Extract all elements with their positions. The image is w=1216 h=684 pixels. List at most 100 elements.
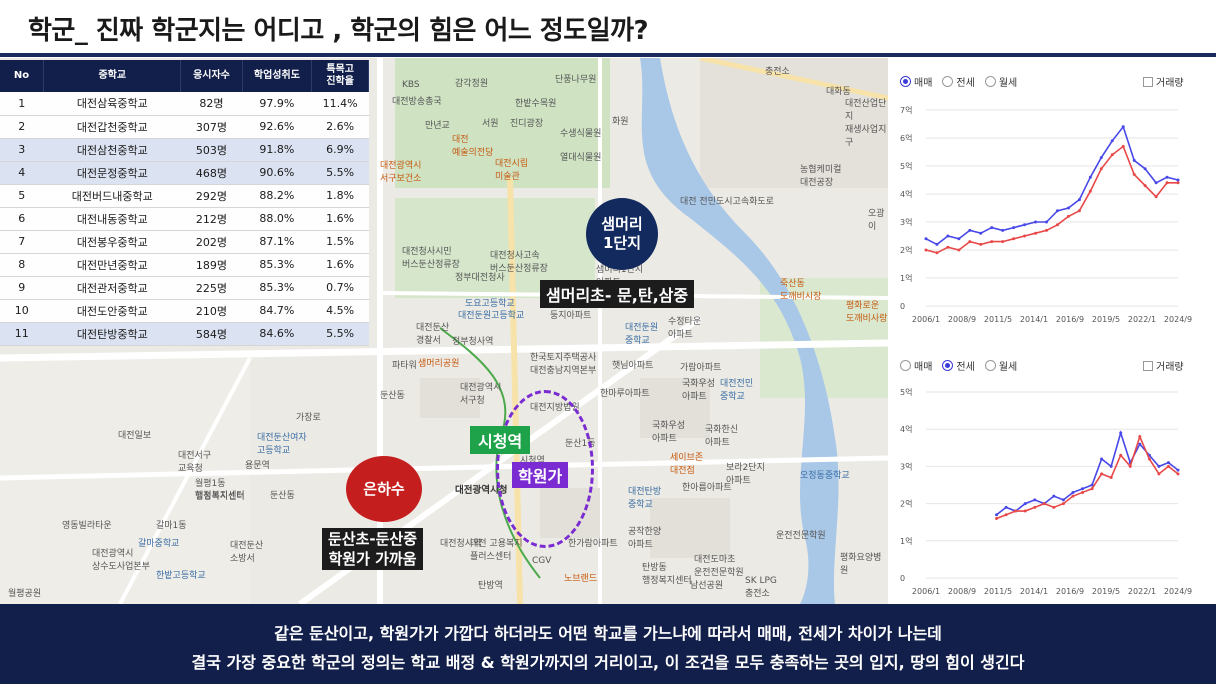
map-place-label[interactable]: 한마루아파트 <box>600 389 650 399</box>
checkbox-icon[interactable] <box>1143 76 1153 87</box>
checkbox-icon[interactable] <box>1143 360 1153 371</box>
map-place-label[interactable]: 충전소 <box>765 67 790 77</box>
map-place-label[interactable]: 대전일보 <box>118 431 152 441</box>
map-place-label[interactable]: 화원 <box>612 117 629 127</box>
radio-icon[interactable] <box>984 360 996 371</box>
map-place-label[interactable]: 탄방역 <box>478 581 503 591</box>
map-place-label[interactable]: 용문역 <box>245 461 270 471</box>
radio-icon[interactable] <box>900 76 911 87</box>
map-place-label[interactable]: 가장로 <box>296 413 321 423</box>
map-place-label[interactable]: 파타워 <box>392 361 417 371</box>
map-place-label[interactable]: 대전광역시 서구보건소 <box>380 161 422 184</box>
map-place-label[interactable]: 대전청사시민 버스둔산정류장 <box>402 247 460 270</box>
map-place-label[interactable]: 보라2단지 아파트 <box>726 463 765 486</box>
map-place-label[interactable]: 진디광장 <box>510 119 544 129</box>
map-place-label[interactable]: 오정동중학교 <box>800 471 850 481</box>
map-place-label[interactable]: 대전둔산 경찰서 <box>416 323 450 346</box>
map-place-label[interactable]: 세이브존 대전점 <box>670 453 704 476</box>
map-place-label[interactable]: 정부청사역 <box>452 337 494 347</box>
map-place-label[interactable]: 한아름아파트 <box>682 483 732 493</box>
map-place-label[interactable]: 대전산업단지 재생사업지구 <box>845 99 887 148</box>
map-place-label[interactable]: 노브랜드 <box>564 574 598 584</box>
map-place-label[interactable]: KBS <box>402 80 420 90</box>
map-place-label[interactable]: 월평1동 행정복지센터 <box>195 479 245 502</box>
map-place-label[interactable]: 한밭고등학교 <box>156 571 206 581</box>
map-place-label[interactable]: 한가람아파트 <box>568 539 618 549</box>
map-place-label[interactable]: 국화우성 아파트 <box>652 421 686 444</box>
map-place-label[interactable]: 대전탄방 중학교 <box>628 487 662 510</box>
map-place-label[interactable]: 대전광역시 서구청 <box>460 383 502 406</box>
eunhasu-marker[interactable]: 은하수 <box>346 456 422 522</box>
map-place-label[interactable]: 대전둔산여자 고등학교 <box>257 433 307 456</box>
map-place-label[interactable]: 평화요양병원 <box>840 553 882 576</box>
map-place-label[interactable]: 한밭수목원 <box>515 99 557 109</box>
map-place-label[interactable]: 공작한양 아파트 <box>628 527 662 550</box>
map-place-label[interactable]: 대전전민 중학교 <box>720 379 754 402</box>
map-place-label[interactable]: 대전 고용복지 플러스센터 <box>470 539 523 562</box>
map-place-label[interactable]: 대전시립 미술관 <box>495 159 529 182</box>
map-place-label[interactable]: 둔산동 <box>270 491 295 501</box>
map-place-label[interactable]: 단풍나무원 <box>555 75 597 85</box>
map-place-label[interactable]: 탄방동 행정복지센터 <box>642 563 692 586</box>
map-place-label[interactable]: 월평공원 <box>8 589 42 599</box>
radio-icon[interactable] <box>984 76 996 87</box>
map-place-label[interactable]: 수정타운 아파트 <box>668 317 702 340</box>
map-place-label[interactable]: 대전광역시청 <box>455 485 508 496</box>
map-place-label[interactable]: 햇님아파트 <box>612 361 654 371</box>
map-place-label[interactable]: 오광이 <box>868 209 885 232</box>
map-place-label[interactable]: 대전방송총국 <box>392 97 442 107</box>
series-point <box>1052 505 1056 509</box>
top-option-jeonse[interactable]: 전세 <box>942 74 975 89</box>
map-place-label[interactable]: 대전 예술의전당 <box>452 135 494 158</box>
map-place-label[interactable]: 국화우성 아파트 <box>682 379 716 402</box>
radio-icon[interactable] <box>900 360 911 371</box>
map-place-label[interactable]: 감각정원 <box>455 79 489 89</box>
top-option-sale[interactable]: 매매 <box>900 74 932 89</box>
map-place-label[interactable]: 대전둔원 중학교 <box>625 323 659 346</box>
map-place-label[interactable]: 한국토지주택공사 대전충남지역본부 <box>530 353 597 376</box>
map-place-label[interactable]: 대전서구 교육청 <box>178 451 212 474</box>
map-place-label[interactable]: 죽산동 도깨비시장 <box>780 279 822 302</box>
map-place-label[interactable]: 갈마1동 <box>156 521 187 531</box>
map-place-label[interactable]: 대전 전민도시고속화도로 <box>680 197 774 207</box>
map-place-label[interactable]: 둔산동 <box>380 391 405 401</box>
map-place-label[interactable]: 수생식물원 <box>560 129 602 139</box>
map-place-label[interactable]: 농협케미컬 대전공장 <box>800 165 842 188</box>
map-place-label[interactable]: 대전광역시 상수도사업본부 <box>92 549 150 572</box>
map-place-label[interactable]: 갈마중학교 <box>138 539 180 549</box>
map-place-label[interactable]: SK LPG 충전소 <box>745 576 777 599</box>
map-place-label[interactable]: 운전전문학원 <box>776 531 826 541</box>
radio-icon[interactable] <box>942 76 954 87</box>
map-place-label[interactable]: 영동빌라타운 <box>62 521 112 531</box>
map-place-label[interactable]: CGV <box>532 556 552 566</box>
map-place-label[interactable]: 서원 <box>482 119 499 129</box>
map-place-label[interactable]: 가람아파트 <box>680 363 722 373</box>
map-place-label[interactable]: 정부대전청사 <box>455 273 505 283</box>
map-place-label[interactable]: 국화한신 아파트 <box>705 425 739 448</box>
samh-marker[interactable]: 샘머리 1단지 <box>586 198 658 270</box>
map-place-label[interactable]: 열대식물원 <box>560 153 602 163</box>
map-place-label[interactable]: 남선공원 <box>690 581 724 591</box>
map-place-label[interactable]: 평화로운 도깨비사랑 <box>846 301 888 324</box>
bottom-option-jeonse[interactable]: 전세 <box>942 358 975 373</box>
samh-school-tag: 샘머리초- 문,탄,삼중 <box>540 280 695 308</box>
bottom-option-sale[interactable]: 매매 <box>900 358 932 373</box>
top-option-monthly[interactable]: 월세 <box>984 74 1017 89</box>
map-place-label[interactable]: 대전둔원고등학교 <box>458 311 525 321</box>
map-place-label[interactable]: 대전둔산 소방서 <box>230 541 264 564</box>
map-place-label[interactable]: 도요고등학교 <box>465 299 515 309</box>
table-row: 7 대전봉우중학교 202명 87.1% 1.5% <box>0 230 369 254</box>
radio-icon[interactable] <box>942 360 954 371</box>
map-place-label[interactable]: 대화동 <box>826 87 851 97</box>
map-place-label[interactable]: 만년교 <box>425 121 450 131</box>
map-place-label[interactable]: 행정복지센터 <box>195 491 245 501</box>
map-place-label[interactable]: 대전도마초 운전전문학원 <box>694 555 744 578</box>
map-place-label[interactable]: 둥지아파트 <box>550 311 592 321</box>
map-place-label[interactable]: 대전청사고속 버스둔산정류장 <box>490 251 548 274</box>
bottom-volume-toggle[interactable]: 거래량 <box>1143 358 1184 373</box>
top-volume-toggle[interactable]: 거래량 <box>1143 74 1184 89</box>
bottom-option-monthly[interactable]: 월세 <box>984 358 1017 373</box>
map-place-label[interactable]: 샘머리공원 <box>418 359 460 369</box>
map-place-label[interactable]: 대전청사역 <box>440 539 482 549</box>
